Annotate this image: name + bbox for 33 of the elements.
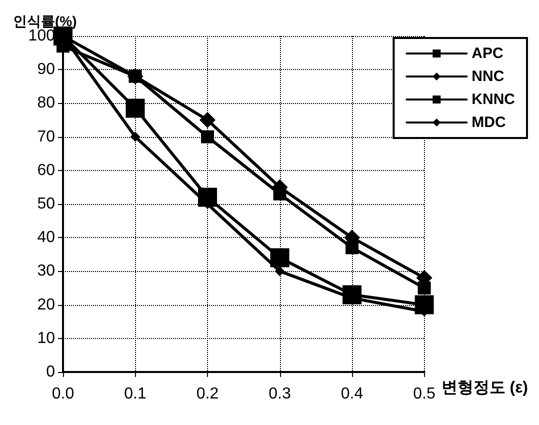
point <box>128 70 142 83</box>
point <box>270 248 290 268</box>
y-axis-title: 인식률(%) <box>13 13 77 29</box>
x-tick-label: 0.0 <box>52 386 74 402</box>
y-tick-label: 60 <box>37 162 56 179</box>
point <box>200 112 216 128</box>
point <box>201 130 214 144</box>
point <box>418 282 431 294</box>
point <box>130 132 140 142</box>
point <box>274 266 285 276</box>
point <box>273 187 286 200</box>
y-tick-label: 0 <box>46 364 56 380</box>
y-tick-label: 20 <box>37 296 56 314</box>
x-tick-label: 0.4 <box>340 386 364 402</box>
point <box>342 285 362 304</box>
x-tick-label: 0.2 <box>196 386 219 402</box>
y-tick-label: 30 <box>37 262 56 280</box>
legend-label: NNC <box>472 68 504 85</box>
y-tick-label: 40 <box>37 229 56 246</box>
point <box>126 98 145 118</box>
x-tick-label: 0.1 <box>124 386 146 402</box>
legend-label: MDC <box>472 114 506 131</box>
y-tick-label: 50 <box>37 196 56 212</box>
legend-label: APC <box>472 45 504 62</box>
x-tick-label: 0.5 <box>413 386 436 402</box>
y-tick-label: 10 <box>37 330 56 347</box>
y-tick-label: 90 <box>37 61 56 78</box>
x-axis-title: 변형정도 (ε) <box>441 380 528 396</box>
y-tick-label: 70 <box>37 128 56 146</box>
y-tick-label: 80 <box>37 94 56 112</box>
legend-label: KNNC <box>472 91 516 108</box>
x-tick-label: 0.3 <box>268 386 291 402</box>
point <box>346 241 359 254</box>
